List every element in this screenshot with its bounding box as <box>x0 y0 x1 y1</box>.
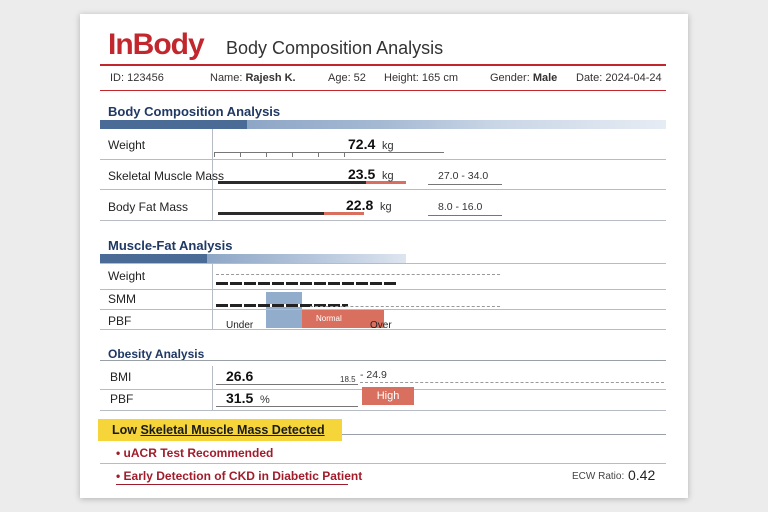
scale-under-label: Under <box>226 320 254 331</box>
report-sheet: InBody Body Composition Analysis ID: 123… <box>80 14 688 498</box>
scale-over-label: Over <box>370 320 392 331</box>
column-divider <box>212 129 213 221</box>
mf-smm-bar <box>216 304 348 307</box>
finding-item: • Early Detection of CKD in Diabetic Pat… <box>116 469 362 483</box>
name-label: Name: <box>210 72 243 84</box>
gender-value: Male <box>532 72 558 84</box>
row-label-body-fat-mass: Body Fat Mass <box>108 200 189 214</box>
inbody-logo: InBody <box>108 28 205 61</box>
section-title-obesity: Obesity Analysis <box>108 347 205 361</box>
patient-height: Height: 165 cm <box>384 72 458 84</box>
weight-scale <box>214 152 444 153</box>
smm-bar <box>218 181 386 184</box>
report-date: Date: 2024-04-24 <box>576 72 662 84</box>
row-divider <box>100 220 666 221</box>
row-divider <box>100 263 666 264</box>
column-divider <box>212 263 213 329</box>
patient-age: Age: 52 <box>328 72 366 84</box>
gender-label: Gender: <box>490 72 530 84</box>
section-underline <box>100 360 666 361</box>
mf-smm-guide <box>310 306 500 307</box>
finding-headline: Low Skeletal Muscle Mass Detected <box>112 423 325 437</box>
mf-row-smm: SMM <box>108 292 136 306</box>
mf-row-weight: Weight <box>108 269 146 283</box>
pbf-scale <box>216 406 358 407</box>
finding-divider <box>342 434 666 435</box>
row-divider <box>100 410 666 411</box>
bfm-bar <box>218 212 328 215</box>
row-label-smm: Skeletal Muscle Mass <box>108 169 225 183</box>
weight-value: 72.4 <box>348 136 376 152</box>
scale-normal-label: Normal <box>316 314 342 323</box>
bfm-value: 22.8 <box>346 197 374 213</box>
finding-highlight <box>98 419 342 441</box>
smm-unit: kg <box>382 170 394 182</box>
bmi-value: 26.6 <box>226 368 254 384</box>
scale-tick <box>266 153 267 157</box>
patient-name: Name: Rajesh K. <box>210 72 296 84</box>
scale-tick <box>344 153 345 157</box>
row-divider <box>100 189 666 190</box>
obesity-pbf-label: PBF <box>110 392 134 406</box>
bfm-unit: kg <box>380 201 392 213</box>
finding-item-text: Early Detection of CKD in Diabetic Patie… <box>123 469 363 483</box>
section-header-bar <box>100 120 666 129</box>
page-title: Body Composition Analysis <box>226 38 444 58</box>
row-divider <box>100 289 666 290</box>
obesity-pbf-value: 31.5 <box>226 390 254 406</box>
mf-weight-bar <box>216 282 398 285</box>
info-divider <box>100 90 666 91</box>
bmi-range-high: - 24.9 <box>360 369 387 381</box>
smm-value: 23.5 <box>348 166 376 182</box>
bmi-guide <box>360 382 664 383</box>
scale-tick <box>240 153 241 157</box>
finding-item-text: uACR Test Recommended <box>123 446 274 460</box>
weight-unit: kg <box>382 140 394 152</box>
smm-bar-end <box>366 181 406 184</box>
ecw-ratio-label: ECW Ratio: <box>572 471 625 482</box>
bmi-label: BMI <box>110 370 132 384</box>
mf-row-pbf: PBF <box>108 314 132 328</box>
bfm-bar-end <box>324 212 364 215</box>
row-divider <box>100 329 666 330</box>
smm-normal-range: 27.0 - 34.0 <box>438 170 489 182</box>
scale-tick <box>292 153 293 157</box>
name-value: Rajesh K. <box>245 72 296 84</box>
pbf-high-badge: High <box>362 387 414 405</box>
bmi-scale <box>216 384 358 385</box>
bfm-normal-range: 8.0 - 16.0 <box>438 201 483 213</box>
finding-headline-underlined: Skeletal Muscle Mass Detected <box>140 423 325 437</box>
ecw-ratio-value: 0.42 <box>628 467 656 483</box>
obesity-pbf-unit: % <box>260 394 270 406</box>
header-divider <box>100 64 666 66</box>
bmi-range-low: 18.5 <box>340 375 356 384</box>
mf-weight-guide <box>216 274 500 275</box>
bfm-range-line <box>428 215 502 216</box>
bullet-icon: • <box>116 446 124 460</box>
row-divider <box>100 463 666 464</box>
pbf-flag-box <box>302 310 384 328</box>
section-header-bar <box>100 254 406 263</box>
bullet-icon: • <box>116 469 124 483</box>
row-divider <box>100 159 666 160</box>
scale-tick <box>214 153 215 157</box>
section-title-body-composition: Body Composition Analysis <box>108 104 281 119</box>
finding-item: • uACR Test Recommended <box>116 446 273 460</box>
column-divider <box>212 366 213 410</box>
patient-id: ID: 123456 <box>110 72 164 84</box>
row-label-weight: Weight <box>108 138 146 152</box>
finding-headline-prefix: Low <box>112 423 141 437</box>
row-divider <box>100 309 666 310</box>
patient-gender: Gender: Male <box>490 72 557 84</box>
scale-tick <box>318 153 319 157</box>
normal-range-marker <box>266 292 302 328</box>
smm-range-line <box>428 184 502 185</box>
finding-underline <box>116 484 348 485</box>
section-title-muscle-fat: Muscle-Fat Analysis <box>108 238 233 253</box>
